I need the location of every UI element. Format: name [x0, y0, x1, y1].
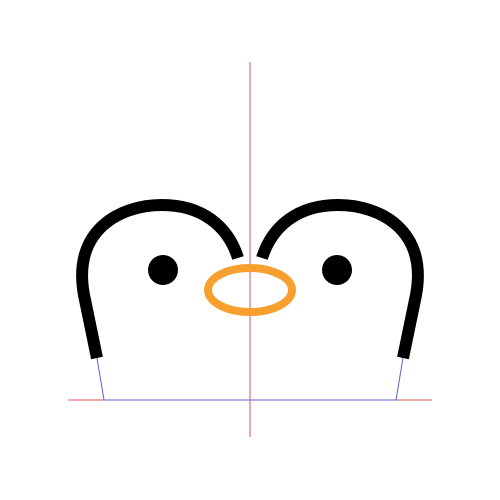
right-head-outline — [256, 198, 424, 360]
left-eye — [148, 255, 178, 285]
right-eye — [322, 255, 352, 285]
beak — [204, 264, 296, 316]
left-head-outline — [76, 198, 244, 360]
guide-line — [96, 357, 404, 401]
